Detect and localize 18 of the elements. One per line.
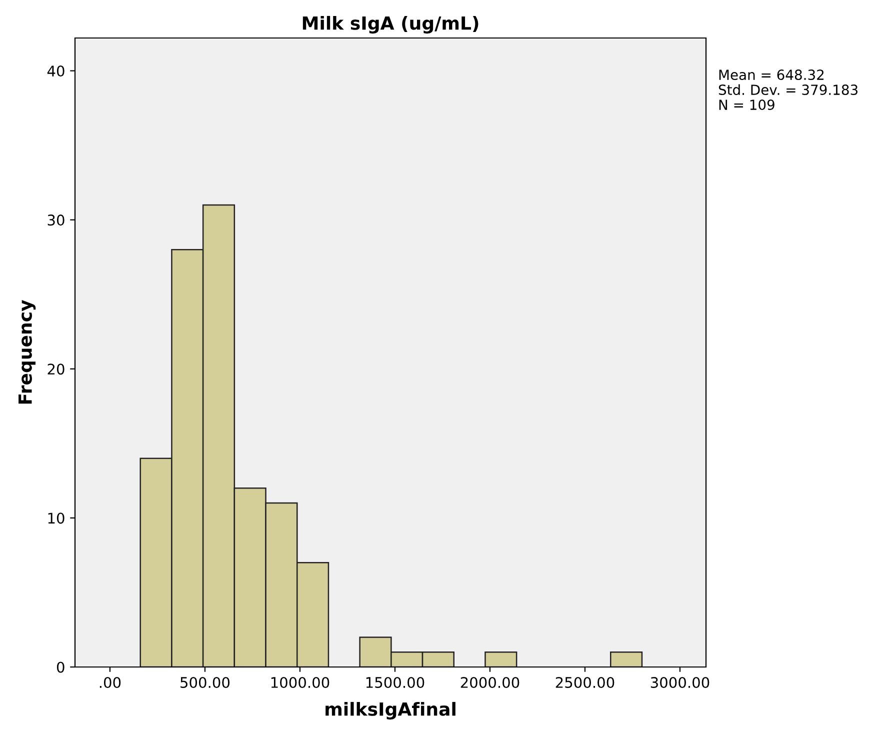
- x-tick-label: 2500.00: [556, 676, 614, 688]
- text: N = 109: [719, 100, 774, 110]
- y-tick-label: 30: [48, 214, 64, 226]
- chart-title: Milk sIgA (ug/mL): [302, 16, 478, 34]
- text: Std. Dev. = 379.183: [718, 84, 858, 96]
- y-tick-label: 40: [47, 66, 64, 77]
- x-tick-label: 2000.00: [460, 676, 520, 688]
- x-tick-label: 500.00: [180, 676, 230, 688]
- y-axis-title: Frequency: [18, 300, 36, 404]
- x-tick-label: 1500.00: [366, 676, 424, 688]
- y-tick-label: 0: [56, 662, 64, 673]
- x-tick-label: 1000.00: [271, 676, 330, 688]
- x-tick-label: .00: [100, 676, 121, 688]
- y-tick-label: 10: [48, 512, 64, 524]
- text: Mean = 648.32: [719, 70, 824, 80]
- x-tick-label: 3000.00: [650, 676, 710, 688]
- x-axis-title: milksIgAfinal: [326, 702, 456, 720]
- y-tick-label: 20: [48, 364, 64, 375]
